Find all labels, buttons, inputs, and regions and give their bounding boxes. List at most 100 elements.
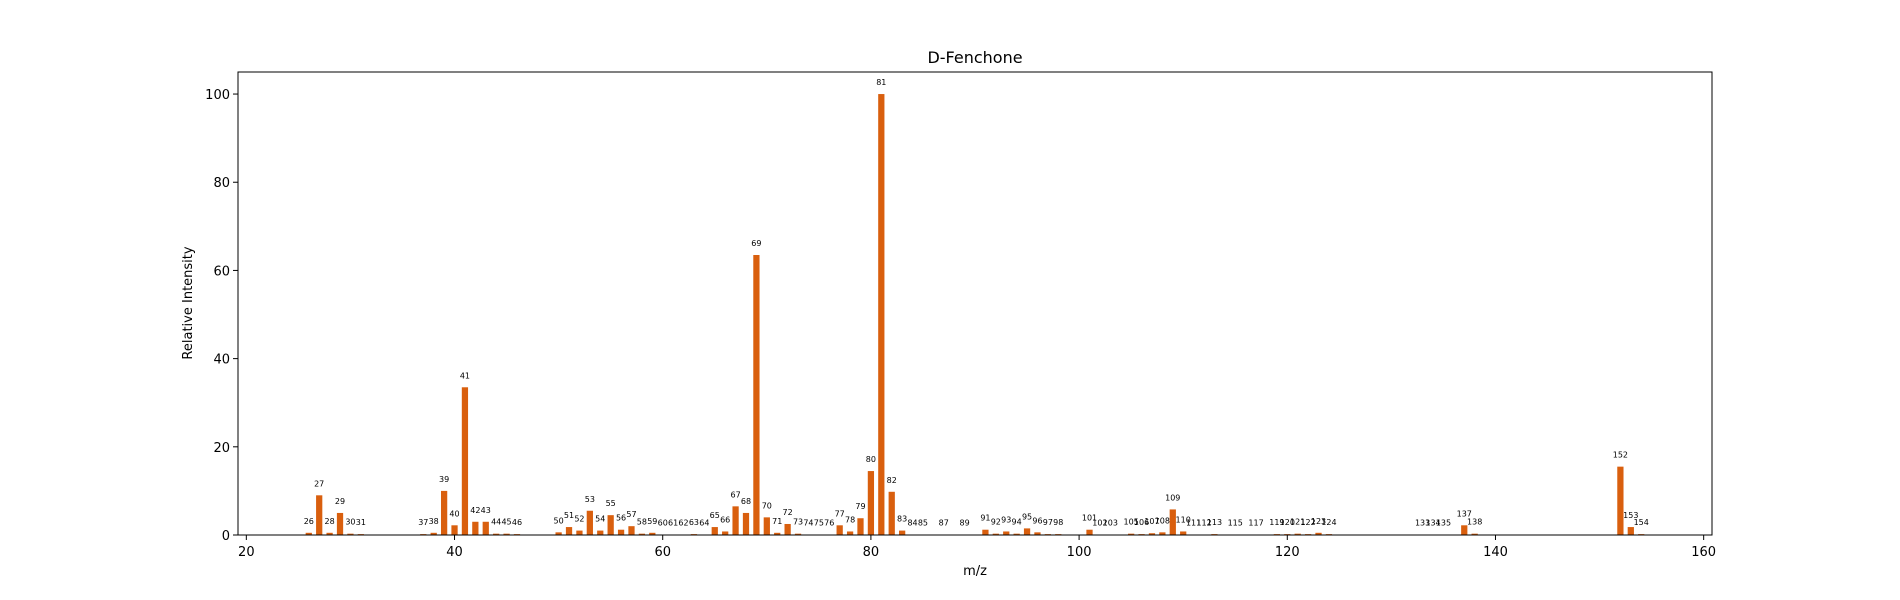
bar-mz-55	[607, 515, 614, 535]
peak-label-110: 110	[1176, 515, 1191, 524]
x-tick-label: 100	[1067, 545, 1092, 560]
peak-label-135: 135	[1436, 519, 1451, 528]
peak-label-55: 55	[606, 499, 616, 508]
bar-mz-93	[1003, 531, 1010, 535]
bar-mz-123	[1315, 532, 1322, 535]
bar-mz-137	[1461, 525, 1468, 535]
peak-label-111: 111	[1186, 519, 1201, 528]
peak-label-153: 153	[1623, 511, 1638, 520]
peak-label-113: 113	[1207, 518, 1222, 527]
bar-mz-38	[430, 532, 437, 535]
bar-mz-78	[846, 531, 854, 535]
peak-label-115: 115	[1228, 519, 1243, 528]
peak-label-76: 76	[824, 519, 834, 528]
peak-label-134: 134	[1425, 519, 1440, 528]
bar-mz-54	[597, 530, 604, 535]
peak-label-138: 138	[1467, 518, 1482, 527]
y-tick-label: 0	[222, 529, 230, 544]
peak-label-63: 63	[689, 518, 699, 527]
peak-label-78: 78	[845, 515, 855, 524]
bar-mz-67	[732, 506, 739, 535]
bar-mz-79	[857, 518, 864, 535]
peak-label-103: 103	[1103, 519, 1118, 528]
peak-label-56: 56	[616, 514, 626, 523]
peak-label-137: 137	[1457, 509, 1472, 518]
bar-mz-52	[576, 530, 583, 535]
bar-mz-94	[1013, 533, 1020, 535]
peak-label-75: 75	[814, 519, 824, 528]
peak-label-80: 80	[866, 455, 876, 464]
bar-mz-73	[794, 533, 802, 535]
bar-mz-57	[628, 526, 635, 535]
peak-label-85: 85	[918, 519, 928, 528]
peak-label-44: 44	[491, 518, 501, 527]
peak-label-83: 83	[897, 515, 907, 524]
bar-mz-43	[482, 521, 489, 535]
peak-label-121: 121	[1290, 518, 1305, 527]
peak-label-38: 38	[429, 517, 439, 526]
peak-label-29: 29	[335, 497, 345, 506]
peak-label-70: 70	[762, 501, 772, 510]
peak-label-54: 54	[595, 515, 605, 524]
peak-label-98: 98	[1053, 518, 1063, 527]
bar-mz-77	[836, 525, 843, 535]
peak-label-62: 62	[678, 519, 688, 528]
peak-label-28: 28	[325, 517, 335, 526]
peak-label-67: 67	[730, 490, 740, 499]
peak-label-66: 66	[720, 515, 730, 524]
peak-label-119: 119	[1269, 518, 1284, 527]
y-tick-label: 100	[205, 88, 230, 103]
bar-mz-26	[305, 532, 312, 535]
x-tick-label: 80	[863, 545, 880, 560]
y-tick-label: 80	[213, 176, 230, 191]
peak-label-71: 71	[772, 517, 782, 526]
peak-label-64: 64	[699, 519, 709, 528]
bar-mz-153	[1627, 527, 1634, 535]
bar-mz-105	[1128, 533, 1135, 535]
bar-mz-82	[888, 491, 895, 535]
peak-label-92: 92	[991, 518, 1001, 527]
y-tick-label: 20	[213, 441, 230, 456]
peak-label-42: 42	[470, 506, 480, 515]
peak-label-120: 120	[1280, 518, 1295, 527]
peak-label-43: 43	[481, 506, 491, 515]
peak-label-26: 26	[304, 517, 314, 526]
peak-label-112: 112	[1196, 519, 1211, 528]
peak-label-124: 124	[1321, 518, 1336, 527]
peak-label-60: 60	[658, 519, 668, 528]
peak-label-46: 46	[512, 518, 522, 527]
bar-mz-91	[982, 529, 989, 535]
peak-label-41: 41	[460, 371, 470, 380]
peak-label-101: 101	[1082, 514, 1097, 523]
x-tick-label: 40	[446, 545, 463, 560]
peak-label-74: 74	[803, 519, 813, 528]
x-axis-label: m/z	[963, 564, 987, 579]
bar-mz-27	[316, 495, 323, 535]
peak-label-91: 91	[980, 514, 990, 523]
peak-label-154: 154	[1634, 518, 1649, 527]
y-tick-label: 40	[213, 353, 230, 368]
peak-label-117: 117	[1248, 519, 1263, 528]
bar-mz-68	[742, 512, 750, 535]
bars-group	[305, 94, 1645, 536]
peak-label-57: 57	[626, 510, 636, 519]
bar-mz-59	[649, 532, 656, 535]
peak-label-94: 94	[1012, 518, 1022, 527]
bar-mz-69	[753, 255, 760, 535]
bar-mz-39	[440, 490, 448, 535]
peak-label-152: 152	[1613, 451, 1628, 460]
bar-mz-96	[1034, 532, 1041, 535]
bar-mz-71	[774, 532, 781, 535]
bar-mz-41	[461, 387, 469, 535]
bar-mz-65	[711, 527, 718, 535]
peak-label-95: 95	[1022, 512, 1032, 521]
peak-label-50: 50	[554, 516, 564, 525]
bar-mz-152	[1617, 466, 1624, 535]
x-axis-ticks: 20 40 60 80 100 120 140 160	[238, 535, 1716, 560]
x-tick-label: 60	[654, 545, 671, 560]
peak-label-122: 122	[1300, 518, 1315, 527]
peak-label-109: 109	[1165, 493, 1180, 502]
peak-label-81: 81	[876, 78, 886, 87]
peak-label-45: 45	[501, 518, 511, 527]
